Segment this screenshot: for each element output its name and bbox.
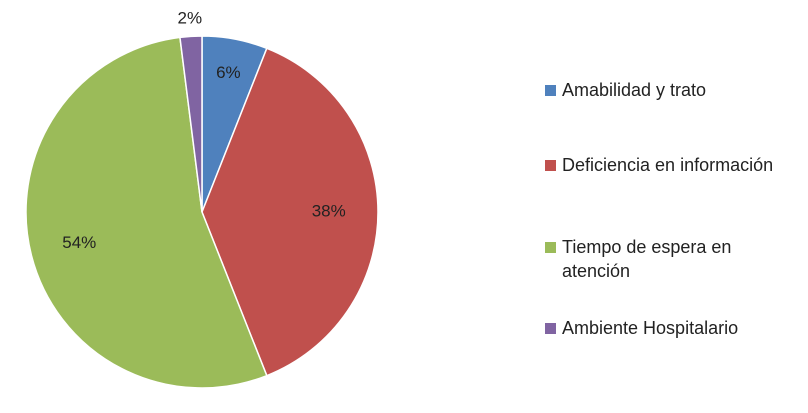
legend-swatch	[545, 160, 556, 171]
pie-slice	[179, 35, 203, 213]
data-label: 6%	[216, 63, 241, 82]
legend-swatch	[545, 242, 556, 253]
legend-swatch	[545, 323, 556, 334]
data-label: 54%	[62, 233, 96, 252]
legend-item: Tiempo de espera en atención	[545, 235, 785, 283]
legend-item: Amabilidad y trato	[545, 78, 785, 102]
legend-label: Ambiente Hospitalario	[562, 318, 739, 338]
legend-item: Ambiente Hospitalario	[545, 316, 785, 340]
pie-slice	[25, 36, 268, 389]
pie-area: 6% 38% 54% 2%	[25, 8, 379, 389]
legend-item: Deficiencia en información	[545, 153, 785, 177]
legend-swatch	[545, 85, 556, 96]
legend-label: Tiempo de espera en atención	[562, 237, 732, 281]
data-label: 38%	[312, 201, 346, 220]
legend-label: Amabilidad y trato	[562, 80, 707, 100]
data-label: 2%	[178, 8, 203, 27]
pie-slice	[201, 47, 379, 377]
legend-label: Deficiencia en información	[562, 155, 774, 175]
